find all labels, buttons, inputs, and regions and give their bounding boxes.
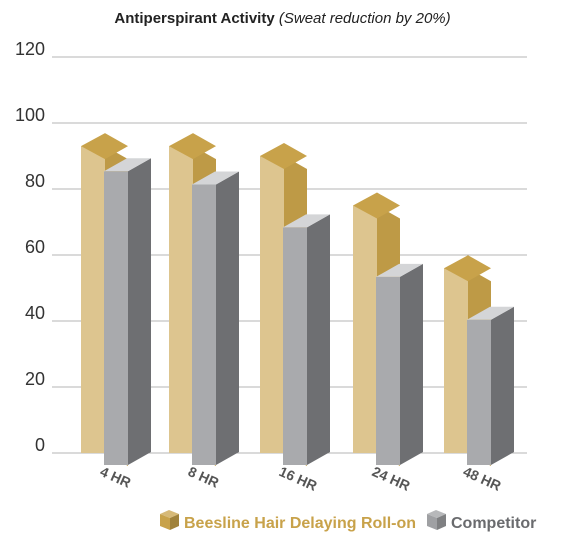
chart-subtitle: (Sweat reduction by 20%) <box>278 10 451 27</box>
y-tick-label: 80 <box>25 171 45 191</box>
legend-swatch-beesline-left <box>160 514 170 530</box>
bar <box>192 184 216 465</box>
x-tick-label: 4 HR <box>98 463 134 491</box>
bar-top <box>444 255 491 282</box>
bar <box>467 319 491 465</box>
x-tick-label: 48 HR <box>461 463 504 494</box>
chart-title-block: Antiperspirant Activity (Sweat reduction… <box>0 10 565 27</box>
x-tick-label: 16 HR <box>277 463 320 494</box>
bar <box>81 146 105 453</box>
bar <box>353 205 377 453</box>
legend-swatch-competitor-top <box>427 510 446 518</box>
legend-swatch-competitor-left <box>427 514 437 530</box>
bar <box>169 146 193 453</box>
x-tick-label: 24 HR <box>370 463 413 494</box>
bar-top <box>467 306 514 320</box>
bar-top <box>81 133 128 160</box>
bar <box>444 268 468 453</box>
y-tick-label: 120 <box>15 39 45 59</box>
bar-side <box>400 263 423 465</box>
bar-top <box>260 143 307 169</box>
y-tick-label: 0 <box>35 435 45 455</box>
x-tick-label: 8 HR <box>186 463 222 491</box>
bar-top <box>192 171 239 185</box>
legend-swatch-beesline-top <box>160 510 179 518</box>
bar <box>260 156 284 453</box>
bar-side <box>216 171 239 465</box>
bar-top <box>169 133 216 160</box>
y-tick-label: 20 <box>25 369 45 389</box>
bar <box>104 171 128 466</box>
legend-swatch-competitor-right <box>437 514 446 530</box>
bar-side <box>307 214 330 465</box>
bar-top <box>353 192 400 219</box>
y-tick-label: 40 <box>25 303 45 323</box>
bar-top <box>104 158 151 172</box>
y-tick-label: 60 <box>25 237 45 257</box>
bar-side <box>491 306 514 465</box>
bar <box>283 227 307 465</box>
legend-label: Beesline Hair Delaying Roll-on <box>184 515 416 532</box>
y-tick-label: 100 <box>15 105 45 125</box>
legend-label: Competitor <box>451 515 536 532</box>
bar-top <box>283 214 330 228</box>
legend-swatch-beesline-right <box>170 514 179 530</box>
bar-top <box>376 263 423 277</box>
bar <box>376 276 400 465</box>
bar-side <box>128 158 151 466</box>
chart-title: Antiperspirant Activity <box>114 10 275 27</box>
